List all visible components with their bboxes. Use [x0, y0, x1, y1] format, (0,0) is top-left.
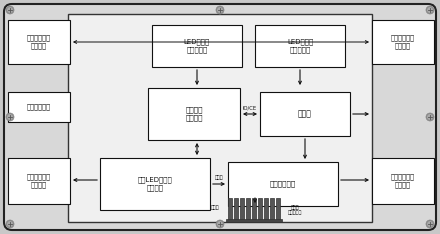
- Text: 控制系统
总线接口: 控制系统 总线接口: [185, 107, 203, 121]
- Circle shape: [6, 220, 14, 228]
- Bar: [152, 25, 242, 67]
- Circle shape: [428, 115, 432, 119]
- Circle shape: [216, 6, 224, 14]
- Bar: [372, 158, 434, 204]
- Circle shape: [218, 222, 222, 226]
- Circle shape: [8, 8, 12, 12]
- Text: 高亮度跑马灯
驱动芯片: 高亮度跑马灯 驱动芯片: [27, 35, 51, 49]
- Bar: [68, 14, 372, 222]
- Bar: [8, 158, 70, 204]
- Text: 电源管理系统: 电源管理系统: [270, 181, 296, 187]
- Bar: [252, 198, 256, 220]
- Bar: [234, 198, 238, 220]
- Bar: [276, 198, 280, 220]
- Text: 高亮度跑马灯
驱动芯片: 高亮度跑马灯 驱动芯片: [391, 35, 415, 49]
- Bar: [228, 198, 232, 220]
- Text: IO/CE: IO/CE: [243, 106, 257, 110]
- FancyBboxPatch shape: [4, 4, 436, 230]
- Text: 接地线
稳压供电口: 接地线 稳压供电口: [288, 205, 302, 216]
- Bar: [372, 20, 434, 64]
- Text: LED显示屏
行驱动芯片: LED显示屏 行驱动芯片: [184, 39, 210, 53]
- Text: 电源线: 电源线: [211, 205, 219, 211]
- Bar: [8, 20, 70, 64]
- Bar: [255, 25, 345, 67]
- Text: 单片机: 单片机: [298, 110, 312, 118]
- Text: 车载LED显示屏
控制系统: 车载LED显示屏 控制系统: [138, 177, 172, 191]
- Bar: [258, 198, 262, 220]
- Circle shape: [8, 222, 12, 226]
- Bar: [8, 92, 70, 122]
- Bar: [148, 88, 240, 140]
- Circle shape: [8, 115, 12, 119]
- Bar: [228, 162, 338, 206]
- Circle shape: [428, 222, 432, 226]
- Bar: [240, 198, 244, 220]
- Text: LED显示屏
列驱动芯片: LED显示屏 列驱动芯片: [287, 39, 313, 53]
- Circle shape: [6, 113, 14, 121]
- Text: 其它辅助电路: 其它辅助电路: [27, 104, 51, 110]
- Circle shape: [6, 6, 14, 14]
- Bar: [100, 158, 210, 210]
- Circle shape: [216, 220, 224, 228]
- Circle shape: [428, 8, 432, 12]
- Bar: [264, 198, 268, 220]
- Circle shape: [426, 113, 434, 121]
- Bar: [260, 92, 350, 136]
- Circle shape: [426, 220, 434, 228]
- Bar: [270, 198, 274, 220]
- Bar: [246, 198, 250, 220]
- Text: 高亮度跑马灯
驱动芯片: 高亮度跑马灯 驱动芯片: [27, 174, 51, 188]
- Text: 电源线: 电源线: [215, 176, 224, 180]
- Circle shape: [218, 8, 222, 12]
- Text: 高亮度跑马灯
驱动芯片: 高亮度跑马灯 驱动芯片: [391, 174, 415, 188]
- Circle shape: [426, 6, 434, 14]
- Bar: [226, 219, 282, 222]
